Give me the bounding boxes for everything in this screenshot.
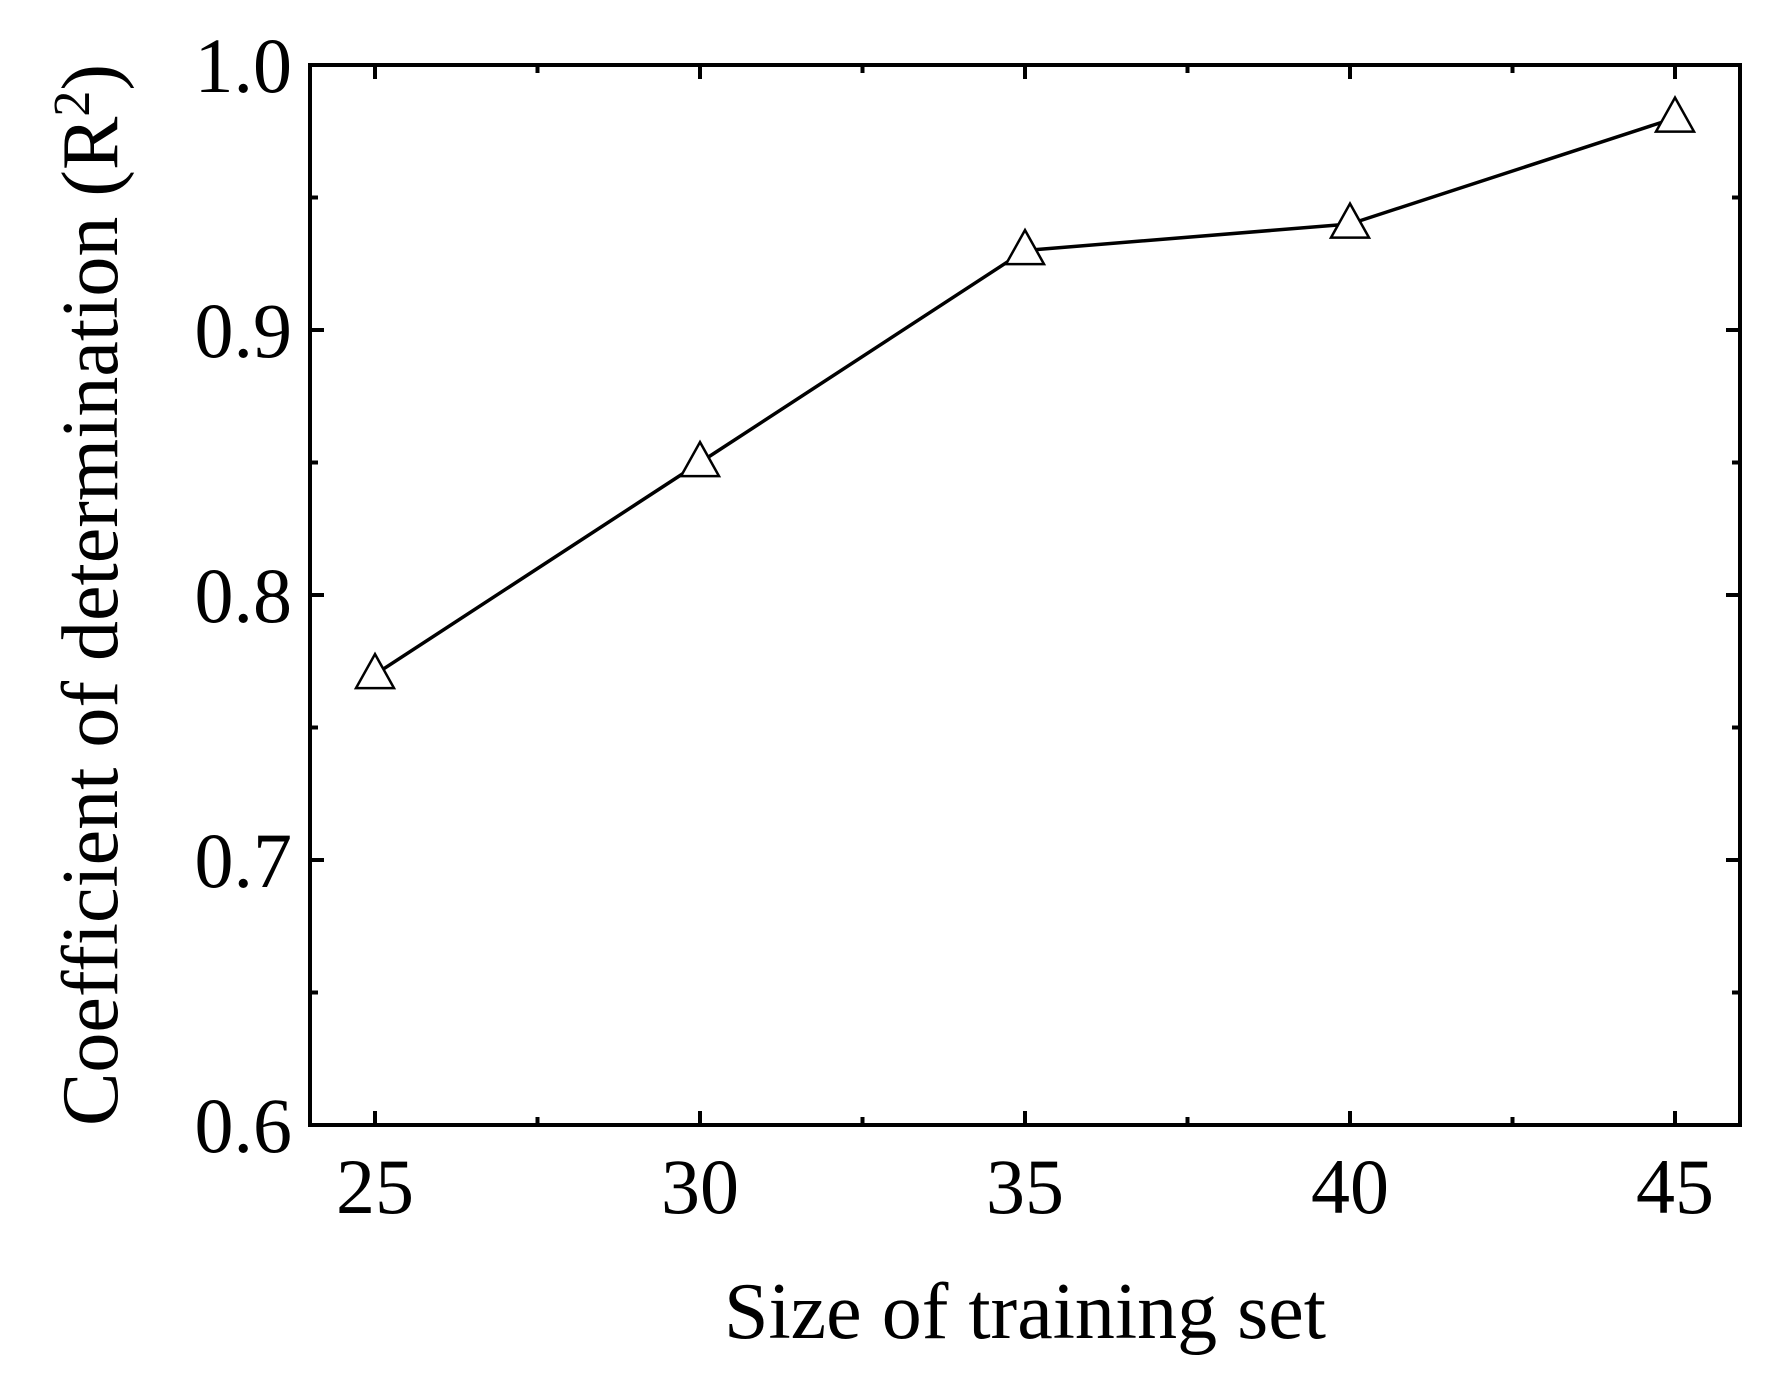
data-point-marker <box>1328 201 1372 239</box>
x-tick-label: 35 <box>986 1143 1064 1230</box>
data-point-marker <box>353 651 397 690</box>
axis-tick-labels: 25 30 35 40 45 0.6 0.7 0.8 0.9 1.0 <box>195 22 1715 1230</box>
x-tick-label: 30 <box>661 1143 739 1230</box>
x-tick-label: 40 <box>1311 1143 1389 1230</box>
data-point-marker <box>1653 95 1697 133</box>
y-axis-title-superscript: 2 <box>44 91 101 117</box>
x-tick-label: 25 <box>336 1143 414 1230</box>
y-axis-title-main: Coefficient of determination (R <box>47 116 135 1126</box>
x-axis-title: Size of training set <box>724 1268 1326 1356</box>
y-axis-title-close: ) <box>47 64 135 91</box>
axis-ticks <box>310 63 1740 1127</box>
y-tick-label: 0.6 <box>195 1082 293 1169</box>
y-tick-label: 0.8 <box>195 552 293 639</box>
data-point-marker <box>1003 227 1047 266</box>
plot-frame <box>308 63 1742 1127</box>
series-line <box>374 116 1676 676</box>
y-tick-label: 0.7 <box>195 817 293 904</box>
y-tick-label: 1.0 <box>195 22 293 109</box>
x-tick-label: 45 <box>1636 1143 1714 1230</box>
y-axis-title: Coefficient of determination (R2) <box>44 64 136 1126</box>
y-tick-label: 0.9 <box>195 287 293 374</box>
series-markers <box>353 95 1697 690</box>
data-point-marker <box>678 439 722 478</box>
